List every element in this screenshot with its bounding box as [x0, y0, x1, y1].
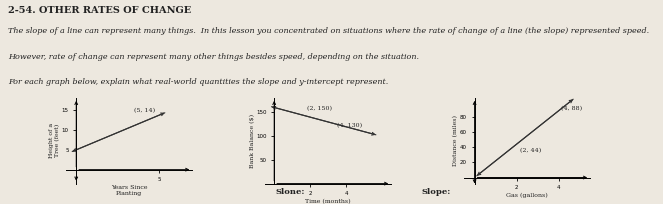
Text: Slone:: Slone:: [275, 188, 304, 196]
Text: (4, 88): (4, 88): [561, 106, 582, 111]
Text: (4, 130): (4, 130): [337, 123, 362, 129]
Text: The slope of a line can represent many things.  In this lesson you concentrated : The slope of a line can represent many t…: [8, 27, 649, 34]
Text: (2, 150): (2, 150): [306, 106, 332, 111]
X-axis label: Time (months): Time (months): [306, 199, 351, 204]
Text: (2, 44): (2, 44): [520, 148, 541, 153]
X-axis label: Years Since
Planting: Years Since Planting: [111, 185, 148, 196]
Text: For each graph below, explain what real-world quantities the slope and y-interce: For each graph below, explain what real-…: [8, 78, 389, 85]
Text: 2-54. OTHER RATES OF CHANGE: 2-54. OTHER RATES OF CHANGE: [8, 6, 191, 15]
Text: Slope:: Slope:: [421, 188, 450, 196]
Text: (5, 14): (5, 14): [134, 108, 155, 113]
Y-axis label: Distance (miles): Distance (miles): [453, 115, 459, 166]
Y-axis label: Height of a
Tree (feet): Height of a Tree (feet): [49, 123, 60, 158]
Text: However, rate of change can represent many other things besides speed, depending: However, rate of change can represent ma…: [8, 53, 419, 61]
Y-axis label: Bank Balance ($): Bank Balance ($): [249, 114, 255, 168]
X-axis label: Gas (gallons): Gas (gallons): [507, 193, 548, 198]
